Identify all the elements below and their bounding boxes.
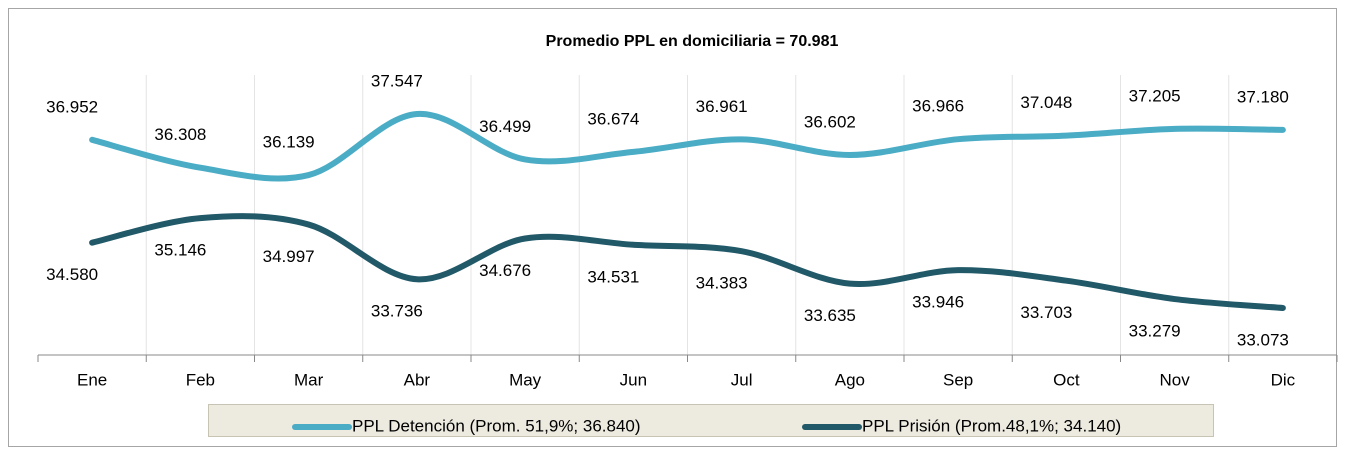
x-tick-label: Oct bbox=[1053, 370, 1080, 389]
legend-label: PPL Prisión (Prom.48,1%; 34.140) bbox=[862, 416, 1121, 435]
data-label: 34.383 bbox=[696, 274, 748, 293]
data-label: 37.048 bbox=[1020, 93, 1072, 112]
data-label: 33.279 bbox=[1129, 322, 1181, 341]
data-label: 33.736 bbox=[371, 302, 423, 321]
data-label: 33.703 bbox=[1020, 303, 1072, 322]
series-line bbox=[89, 213, 1286, 311]
x-tick-label: Ene bbox=[77, 370, 107, 389]
data-label: 33.946 bbox=[912, 293, 964, 312]
data-label: 36.952 bbox=[46, 97, 98, 116]
x-tick-label: Jul bbox=[731, 370, 753, 389]
data-label: 37.180 bbox=[1237, 87, 1289, 106]
data-label: 33.635 bbox=[804, 306, 856, 325]
x-tick-label: Feb bbox=[186, 370, 215, 389]
data-label: 36.961 bbox=[696, 97, 748, 116]
x-tick-label: Ago bbox=[835, 370, 865, 389]
legend-box bbox=[208, 404, 1214, 437]
x-tick-label: Nov bbox=[1160, 370, 1191, 389]
data-label: 36.139 bbox=[263, 133, 315, 152]
chart-border bbox=[8, 8, 1337, 447]
data-label: 36.499 bbox=[479, 117, 531, 136]
data-label: 34.580 bbox=[46, 265, 98, 284]
data-label: 33.073 bbox=[1237, 330, 1289, 349]
x-tick-label: May bbox=[509, 370, 542, 389]
legend-label: PPL Detención (Prom. 51,9%; 36.840) bbox=[352, 416, 641, 435]
series-line bbox=[89, 110, 1286, 182]
x-tick-label: Dic bbox=[1271, 370, 1296, 389]
x-tick-label: Abr bbox=[404, 370, 431, 389]
data-label: 34.676 bbox=[479, 261, 531, 280]
data-label: 36.674 bbox=[587, 109, 639, 128]
x-tick-label: Jun bbox=[620, 370, 647, 389]
chart-title: Promedio PPL en domiciliaria = 70.981 bbox=[546, 33, 839, 50]
x-tick-label: Mar bbox=[294, 370, 324, 389]
data-label: 37.547 bbox=[371, 71, 423, 90]
x-tick-label: Sep bbox=[943, 370, 973, 389]
data-label: 37.205 bbox=[1129, 86, 1181, 105]
data-label: 36.966 bbox=[912, 97, 964, 116]
data-label: 34.531 bbox=[587, 267, 639, 286]
data-label: 35.146 bbox=[154, 241, 206, 260]
data-label: 36.602 bbox=[804, 112, 856, 131]
data-label: 34.997 bbox=[263, 247, 315, 266]
data-label: 36.308 bbox=[154, 125, 206, 144]
